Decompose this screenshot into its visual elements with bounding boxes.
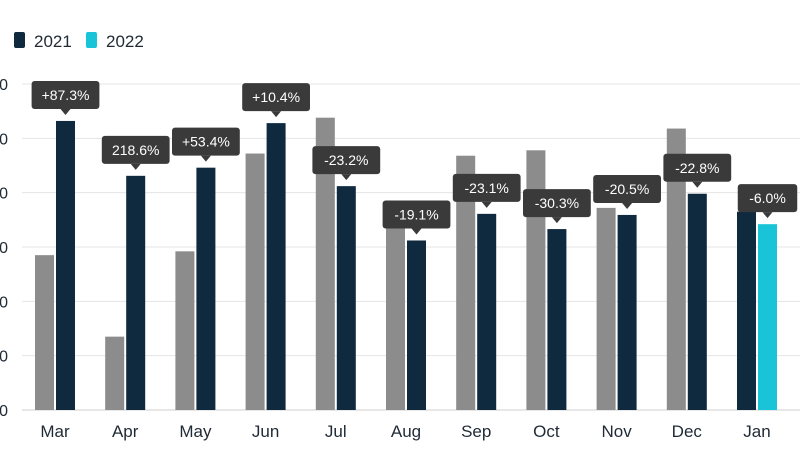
bar-prior-year-aug [386, 210, 405, 410]
callout-label: -22.8% [675, 160, 719, 176]
legend-label-2021: 2021 [34, 32, 72, 51]
callout-label: +10.4% [252, 89, 300, 105]
callout-box [382, 200, 451, 229]
callout-label: -23.1% [465, 180, 509, 196]
bar-2021-jul [336, 186, 356, 410]
callout-box [663, 153, 732, 182]
bar-2021-dec [687, 193, 707, 410]
x-tick-label: Apr [112, 422, 139, 441]
legend-label-2022: 2022 [106, 32, 144, 51]
callout-jun: +10.4% [242, 83, 310, 118]
callout-box [312, 146, 381, 175]
percentage-callouts: +87.3% 218.6% +53.4% +10.4% -23.2% -19.1% -23.… [31, 80, 798, 235]
callout-pointer [692, 181, 703, 188]
callout-nov: -20.5% [593, 174, 661, 209]
bar-2021-sep [477, 213, 497, 410]
bar-prior-year-jul [315, 117, 335, 410]
x-tick-label: Sep [461, 422, 491, 441]
y-tick-label: 0 [0, 131, 8, 148]
x-axis-tick-labels: Mar Apr May Jun Jul Aug Sep Oct Nov Dec Jan [40, 422, 770, 441]
bar-2021-jun [266, 123, 286, 411]
callout-pointer [762, 212, 773, 219]
x-tick-label: Mar [40, 422, 70, 441]
callout-pointer [481, 201, 492, 208]
bar-2021-nov [617, 214, 637, 410]
callout-box [523, 189, 591, 218]
callout-pointer [130, 163, 141, 170]
callout-pointer [622, 202, 633, 209]
x-tick-label: Dec [672, 422, 703, 441]
bar-prior-year-may [175, 251, 195, 410]
callout-label: -23.2% [324, 152, 368, 168]
y-tick-label: 0 [0, 294, 8, 311]
callout-label: +87.3% [42, 87, 90, 103]
callout-pointer [60, 108, 71, 115]
bar-2021-oct [547, 229, 567, 410]
x-tick-label: Nov [601, 422, 632, 441]
legend-swatch-2021 [14, 32, 25, 48]
callout-mar: +87.3% [31, 80, 100, 115]
bar-2021-apr [126, 175, 146, 410]
callout-label: -6.0% [749, 190, 786, 206]
callout-box [242, 83, 310, 112]
callout-box [31, 80, 100, 109]
callout-dec: -22.8% [663, 153, 732, 188]
bar-prior-year-jun [245, 153, 265, 410]
callout-box [737, 184, 798, 213]
callout-sep: -23.1% [452, 173, 521, 208]
callout-pointer [271, 111, 282, 118]
x-tick-label: Jan [743, 422, 770, 441]
callout-label: -30.3% [535, 195, 579, 211]
callout-label: 218.6% [112, 142, 159, 158]
bar-2021-may [196, 167, 216, 410]
x-tick-label: Jun [252, 422, 279, 441]
legend: 2021 2022 [14, 32, 144, 51]
callout-oct: -30.3% [523, 189, 591, 224]
callout-label: -20.5% [605, 181, 649, 197]
bar-prior-year-sep [456, 155, 476, 410]
bar-2021-aug [407, 240, 426, 410]
callout-pointer [341, 174, 352, 181]
bar-prior-year-apr [105, 336, 125, 410]
y-tick-label: 0 [0, 349, 8, 366]
callout-label: +53.4% [182, 134, 230, 150]
callout-pointer [200, 155, 211, 162]
callout-box [452, 173, 521, 202]
callout-pointer [411, 228, 422, 235]
bars [35, 117, 777, 411]
callout-aug: -19.1% [382, 200, 451, 235]
callout-label: -19.1% [394, 206, 438, 222]
y-tick-label: 0 [0, 403, 8, 420]
callout-apr: 218.6% [101, 135, 170, 170]
bar-prior-year-nov [596, 207, 616, 410]
bar-prior-year-mar [35, 255, 54, 410]
y-tick-label: 0 [0, 186, 8, 203]
callout-jul: -23.2% [312, 146, 381, 181]
bar-2021-mar [56, 120, 75, 411]
x-tick-label: Jul [325, 422, 347, 441]
bar-2022-jan [758, 224, 777, 410]
callout-box [172, 127, 240, 156]
x-tick-label: Oct [533, 422, 560, 441]
y-tick-label: 0 [0, 77, 8, 94]
bar-2021-jan [737, 211, 756, 410]
x-tick-label: May [179, 422, 212, 441]
bar-prior-year-dec [666, 128, 686, 410]
legend-swatch-2022 [86, 32, 97, 48]
callout-pointer [551, 217, 562, 224]
y-tick-label: 0 [0, 240, 8, 257]
callout-box [593, 174, 661, 203]
y-axis-tick-labels: 0 0 0 0 0 0 0 [0, 77, 8, 420]
x-tick-label: Aug [391, 422, 421, 441]
callout-jan: -6.0% [737, 184, 798, 219]
callout-may: +53.4% [172, 127, 240, 162]
callout-box [101, 135, 170, 164]
